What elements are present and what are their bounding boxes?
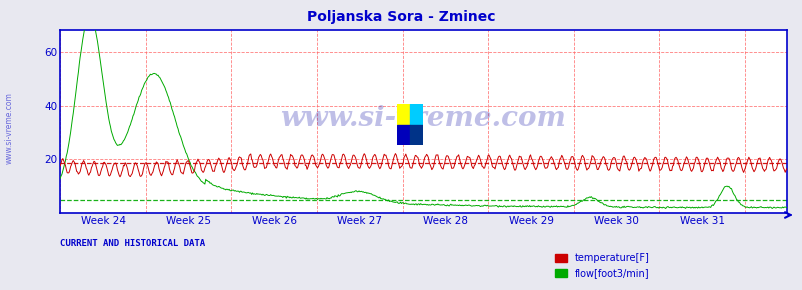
Text: Poljanska Sora - Zminec: Poljanska Sora - Zminec: [307, 10, 495, 24]
Bar: [410, 125, 423, 145]
Text: CURRENT AND HISTORICAL DATA: CURRENT AND HISTORICAL DATA: [60, 239, 205, 248]
Bar: [397, 125, 410, 145]
Text: www.si-vreme.com: www.si-vreme.com: [280, 105, 566, 132]
Bar: [410, 104, 423, 125]
Text: www.si-vreme.com: www.si-vreme.com: [5, 92, 14, 164]
Bar: [397, 104, 410, 125]
Legend: temperature[F], flow[foot3/min]: temperature[F], flow[foot3/min]: [551, 250, 653, 282]
